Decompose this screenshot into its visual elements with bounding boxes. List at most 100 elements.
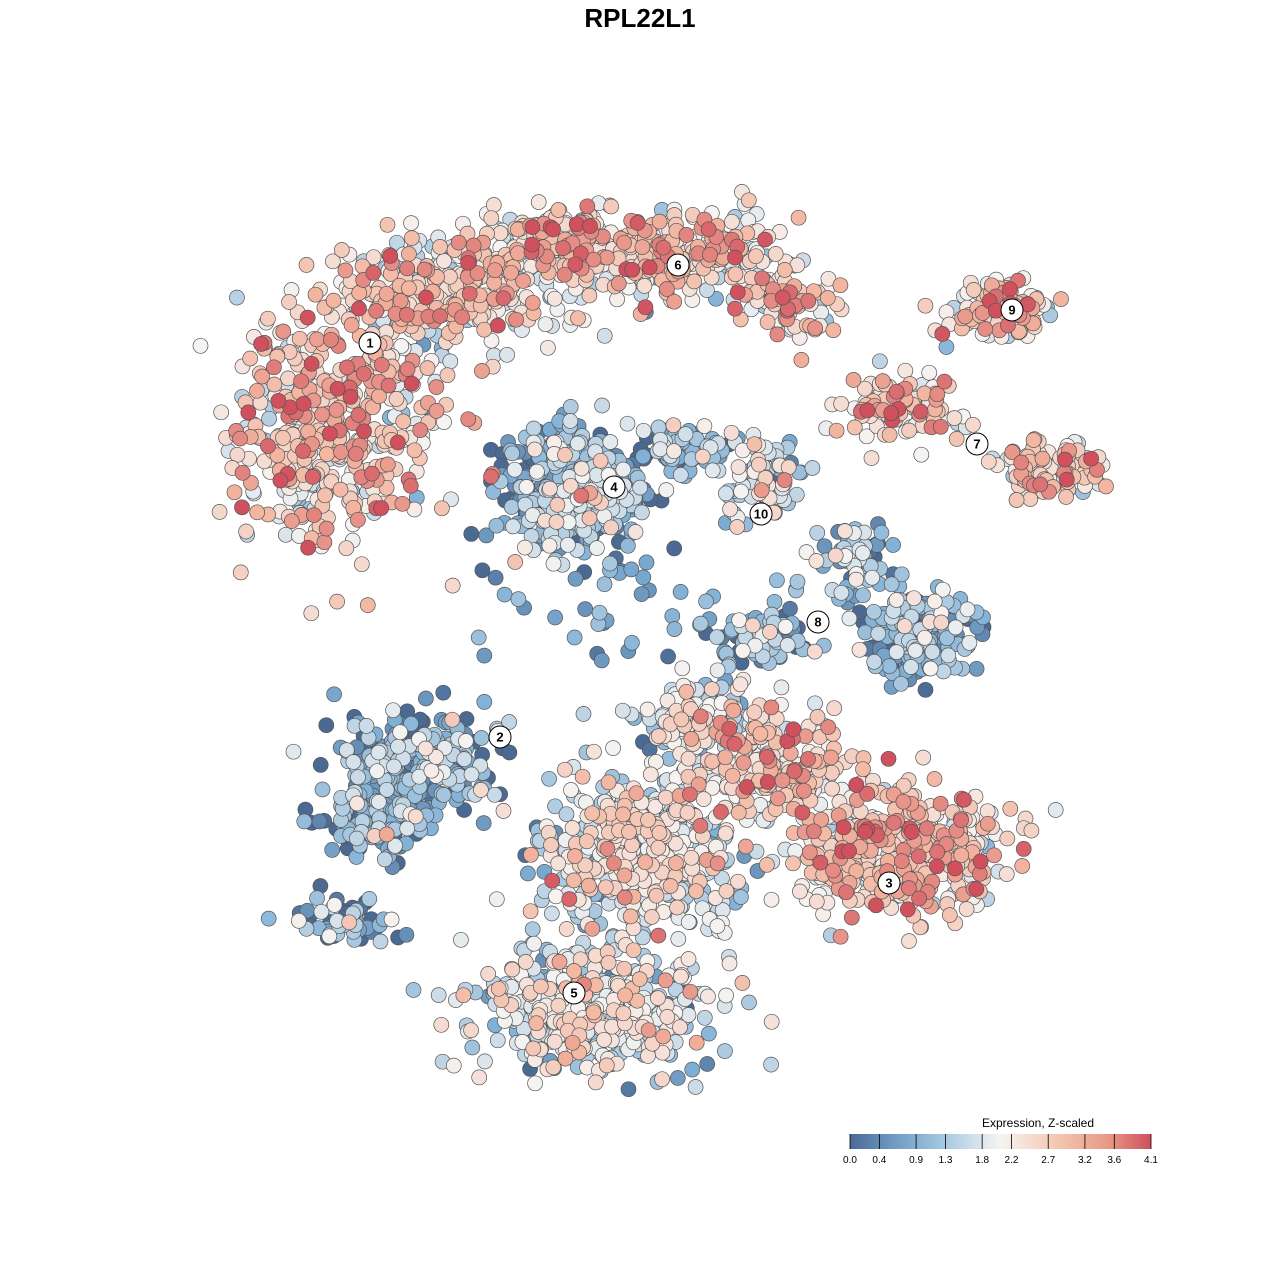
cell-point (620, 1081, 637, 1098)
cell-point (585, 1004, 602, 1021)
cell-point (759, 314, 776, 330)
cell-point (726, 736, 743, 752)
cell-point (557, 761, 573, 778)
cell-point (398, 306, 415, 323)
cell-point (854, 545, 871, 561)
cell-point (763, 1013, 780, 1030)
cell-point (478, 527, 495, 544)
cell-point (897, 362, 914, 379)
cell-point (388, 391, 405, 407)
cell-point (957, 308, 974, 325)
cell-point (929, 844, 946, 860)
cell-point (434, 500, 450, 517)
cell-point (318, 717, 335, 734)
cell-point (1025, 432, 1042, 448)
cell-point (253, 336, 269, 352)
cell-point (309, 890, 325, 907)
cell-point (567, 256, 584, 273)
cell-point (866, 653, 883, 670)
cell-point (317, 487, 333, 504)
cell-point (296, 813, 313, 830)
cell-point (763, 891, 780, 908)
cell-point (748, 248, 764, 265)
cell-point (832, 928, 849, 945)
cell-point (605, 740, 621, 756)
cell-point (669, 899, 685, 916)
cell-point (321, 928, 338, 945)
cell-point (522, 903, 539, 920)
cell-point (229, 289, 245, 306)
cell-point (275, 430, 291, 446)
cell-point (933, 614, 950, 631)
cell-point (525, 420, 542, 437)
cell-point (700, 988, 716, 1005)
cell-point (526, 935, 542, 952)
cell-point (635, 569, 652, 586)
cell-point (659, 1009, 676, 1025)
cell-point (713, 804, 729, 820)
cell-point (492, 225, 509, 241)
cell-point (524, 294, 541, 311)
cell-point (629, 215, 646, 231)
cell-point (283, 513, 300, 529)
cell-point (295, 443, 311, 459)
cell-point (407, 808, 424, 825)
cell-point (680, 951, 697, 967)
cell-point (213, 404, 230, 421)
cell-point (450, 234, 467, 251)
cell-point (368, 303, 385, 319)
cell-point (417, 740, 434, 757)
cell-point (299, 309, 316, 326)
cell-point (558, 806, 575, 823)
cell-point (763, 1056, 779, 1073)
cell-point (592, 452, 609, 469)
cell-point (628, 785, 645, 802)
cell-point (893, 853, 910, 869)
cell-point (416, 261, 433, 278)
cell-point (751, 456, 767, 473)
cell-point (476, 321, 493, 338)
cell-point (503, 499, 520, 515)
cell-point (510, 245, 526, 262)
cell-point (326, 686, 342, 703)
cell-point (487, 262, 503, 279)
cell-point (359, 597, 376, 613)
cell-point (542, 480, 558, 497)
cell-point (419, 360, 436, 376)
cell-point (901, 933, 917, 949)
cell-point (573, 487, 590, 504)
cell-point (456, 751, 473, 768)
cell-point (403, 715, 419, 732)
cell-point (392, 724, 409, 741)
cell-point (291, 330, 308, 347)
cell-point (766, 593, 783, 610)
cell-point (640, 812, 656, 828)
cell-point (965, 282, 982, 298)
cell-point (873, 524, 890, 541)
cell-point (779, 637, 796, 653)
cell-point (881, 658, 898, 675)
cell-point (692, 708, 709, 725)
cell-point (965, 416, 981, 433)
cell-point (947, 619, 964, 636)
cell-point (832, 277, 849, 294)
cell-point (806, 643, 823, 660)
cell-point (668, 855, 684, 871)
cell-point (564, 820, 581, 836)
cell-point (543, 905, 560, 922)
cell-point (1002, 800, 1019, 817)
cell-point (958, 901, 975, 917)
cell-point (808, 553, 825, 569)
cell-point (1015, 841, 1032, 857)
cell-point (833, 395, 849, 412)
cell-point (428, 379, 445, 395)
cell-point (232, 430, 248, 447)
cell-point (234, 464, 251, 481)
cell-point (819, 290, 836, 306)
cell-point (826, 700, 843, 717)
cell-point (662, 878, 679, 894)
cell-point (769, 326, 786, 343)
cell-point (402, 477, 419, 494)
cell-point (461, 285, 478, 302)
cell-point (916, 629, 933, 646)
